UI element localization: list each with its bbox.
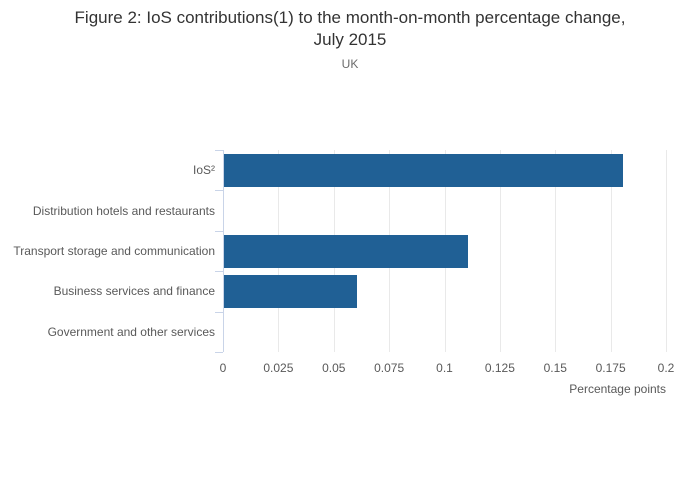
bar	[224, 153, 623, 187]
x-tick-label: 0.2	[657, 361, 675, 375]
gridline	[499, 150, 501, 352]
y-axis-tick	[215, 231, 223, 232]
x-tick-label: 0.15	[543, 361, 567, 375]
category-label: Government and other services	[47, 324, 215, 339]
chart-subtitle: UK	[341, 57, 359, 71]
x-tick-label: 0.05	[322, 361, 346, 375]
y-axis-tick	[215, 150, 223, 151]
x-tick-label: 0.1	[436, 361, 453, 375]
gridline	[555, 150, 557, 352]
gridline	[610, 150, 612, 352]
chart-title: Figure 2: IoS contributions(1) to the mo…	[74, 8, 626, 49]
category-label: Distribution hotels and restaurants	[32, 203, 215, 218]
y-axis-tick	[215, 352, 223, 353]
bar	[224, 274, 357, 308]
x-tick-label: 0.025	[263, 361, 294, 375]
x-tick-label: 0	[219, 361, 227, 375]
gridline	[666, 150, 667, 352]
x-tick-label: 0.125	[484, 361, 515, 375]
y-axis-tick	[215, 271, 223, 272]
plot-area	[215, 150, 667, 353]
y-axis-line	[223, 150, 224, 352]
x-tick-label: 0.175	[595, 361, 626, 375]
y-axis-tick	[215, 312, 223, 313]
category-label: Transport storage and communication	[13, 243, 215, 258]
x-axis-title: Percentage points	[569, 382, 666, 396]
bar	[224, 234, 468, 268]
x-tick-label: 0.075	[374, 361, 405, 375]
y-axis-tick	[215, 190, 223, 191]
category-label: IoS²	[192, 163, 215, 178]
category-label: Business services and finance	[53, 284, 215, 299]
